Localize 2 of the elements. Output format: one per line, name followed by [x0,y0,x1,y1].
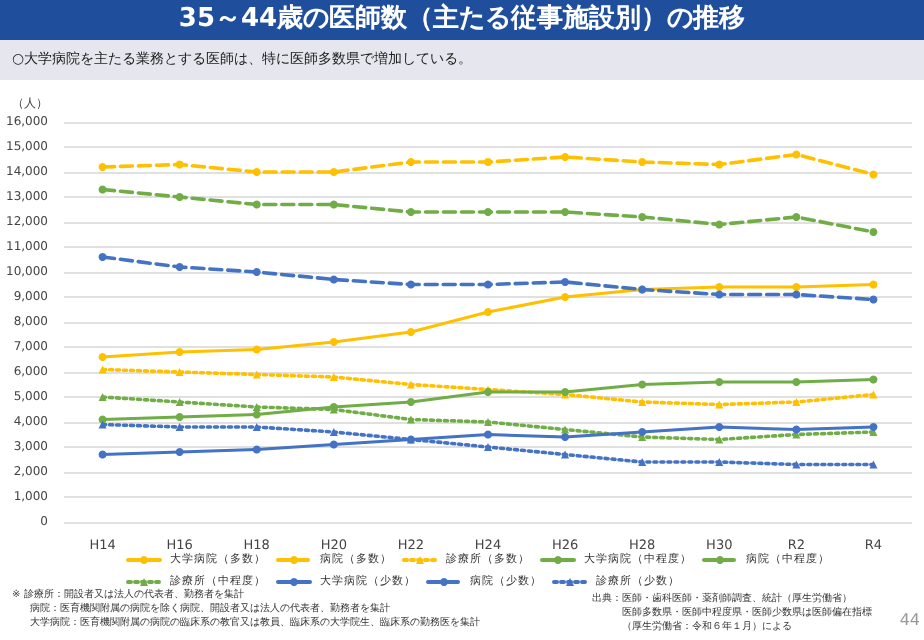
chart-title: 35～44歳の医師数（主たる従事施設別）の推移 [178,2,746,34]
text: 44 [899,611,921,629]
